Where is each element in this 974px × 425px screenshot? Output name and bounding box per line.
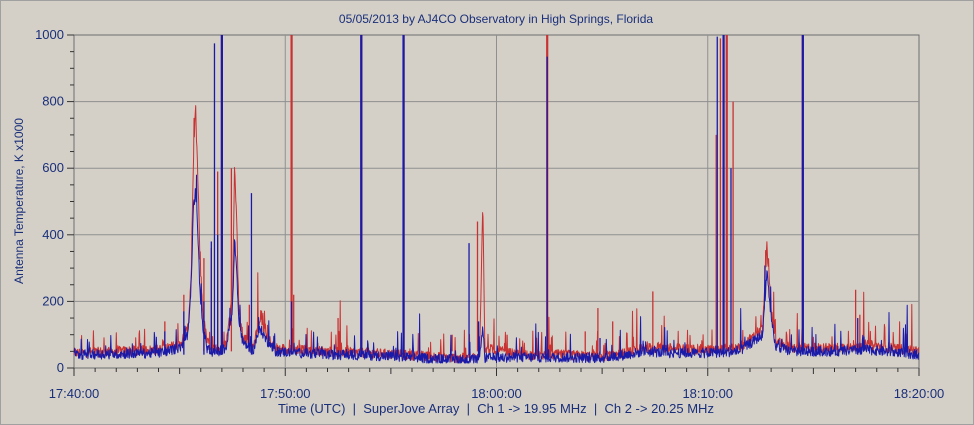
- y-tick-label: 1000: [35, 27, 64, 42]
- x-tick-label: 18:10:00: [682, 386, 733, 401]
- series-2: [73, 35, 920, 364]
- series-layer: [73, 35, 920, 364]
- y-tick-label: 400: [42, 227, 64, 242]
- x-tick-label: 18:20:00: [894, 386, 945, 401]
- y-tick-label: 0: [57, 360, 64, 375]
- x-tick-label: 17:40:00: [49, 386, 100, 401]
- x-tick-label: 18:00:00: [471, 386, 522, 401]
- axes-layer: 0 200 400 600 800 1000 17:40:00 17:50:00 18:00:0…: [35, 27, 944, 401]
- x-axis-label: Time (UTC) | SuperJove Array | Ch 1 -> 1…: [278, 401, 714, 416]
- y-tick-label: 200: [42, 293, 64, 308]
- y-axis-label: Antenna Temperature, K x1000: [12, 118, 26, 284]
- y-tick-label: 800: [42, 94, 64, 109]
- y-tick-label: 600: [42, 160, 64, 175]
- chart-title: 05/05/2013 by AJ4CO Observatory in High …: [339, 12, 653, 26]
- x-tick-label: 17:50:00: [260, 386, 311, 401]
